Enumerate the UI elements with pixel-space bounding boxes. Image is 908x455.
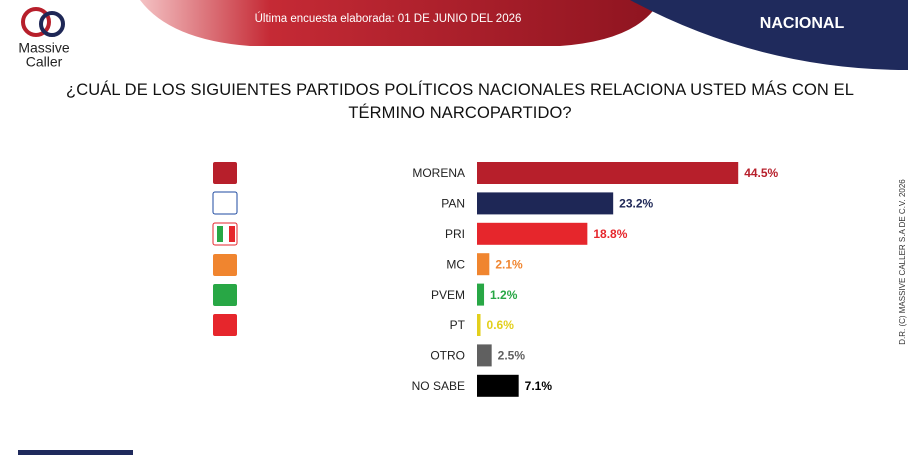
bar [477,374,519,397]
category-label: PAN [441,197,465,211]
bar [477,314,481,336]
bar [477,253,490,276]
value-label: 0.6% [487,318,515,332]
category-label: MC [446,257,465,271]
value-label: 2.5% [498,349,526,363]
value-label: 44.5% [744,166,778,180]
logo-text: Caller [26,54,63,70]
category-label: NO SABE [412,379,465,393]
category-label: OTRO [430,349,465,363]
region: NACIONAL [760,15,845,32]
bar [477,222,588,245]
value-label: 23.2% [619,197,653,211]
logo-text: Massive [18,40,70,56]
bar [477,192,614,215]
value-label: 18.8% [593,227,627,241]
header-band [140,0,660,46]
header-corner [630,0,908,70]
party-logos [212,162,238,336]
footer-bar [18,450,133,455]
bar [477,162,739,184]
value-label: 7.1% [525,379,553,393]
logo-icon [21,7,65,37]
survey-date: Última encuesta elaborada: 01 DE JUNIO D… [255,12,522,25]
value-label: 1.2% [490,288,518,302]
category-label: PT [450,318,466,332]
chart-title: ¿CUÁL DE LOS SIGUIENTES PARTIDOS POLÍTIC… [66,81,854,122]
category-label: MORENA [412,166,465,180]
category-label: PRI [445,227,465,241]
bar [477,283,485,306]
copyright: D.R. (C) MASSIVE CALLER S.A DE C.V. 2026 [898,179,907,345]
value-label: 2.1% [495,257,523,271]
category-label: PVEM [431,288,465,302]
bar [477,344,492,367]
